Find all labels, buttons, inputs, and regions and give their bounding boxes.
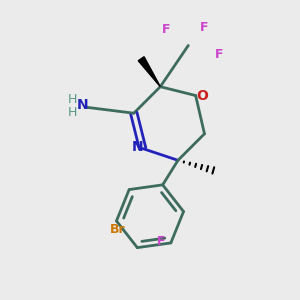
Text: F: F xyxy=(157,235,166,248)
Text: F: F xyxy=(200,21,209,34)
Text: F: F xyxy=(162,23,170,36)
Text: F: F xyxy=(215,48,224,61)
Text: N: N xyxy=(76,98,88,112)
Text: O: O xyxy=(196,88,208,103)
Text: N: N xyxy=(131,140,143,154)
Text: H: H xyxy=(67,93,77,106)
Polygon shape xyxy=(138,57,160,87)
Text: H: H xyxy=(67,106,77,119)
Text: Br: Br xyxy=(110,223,126,236)
